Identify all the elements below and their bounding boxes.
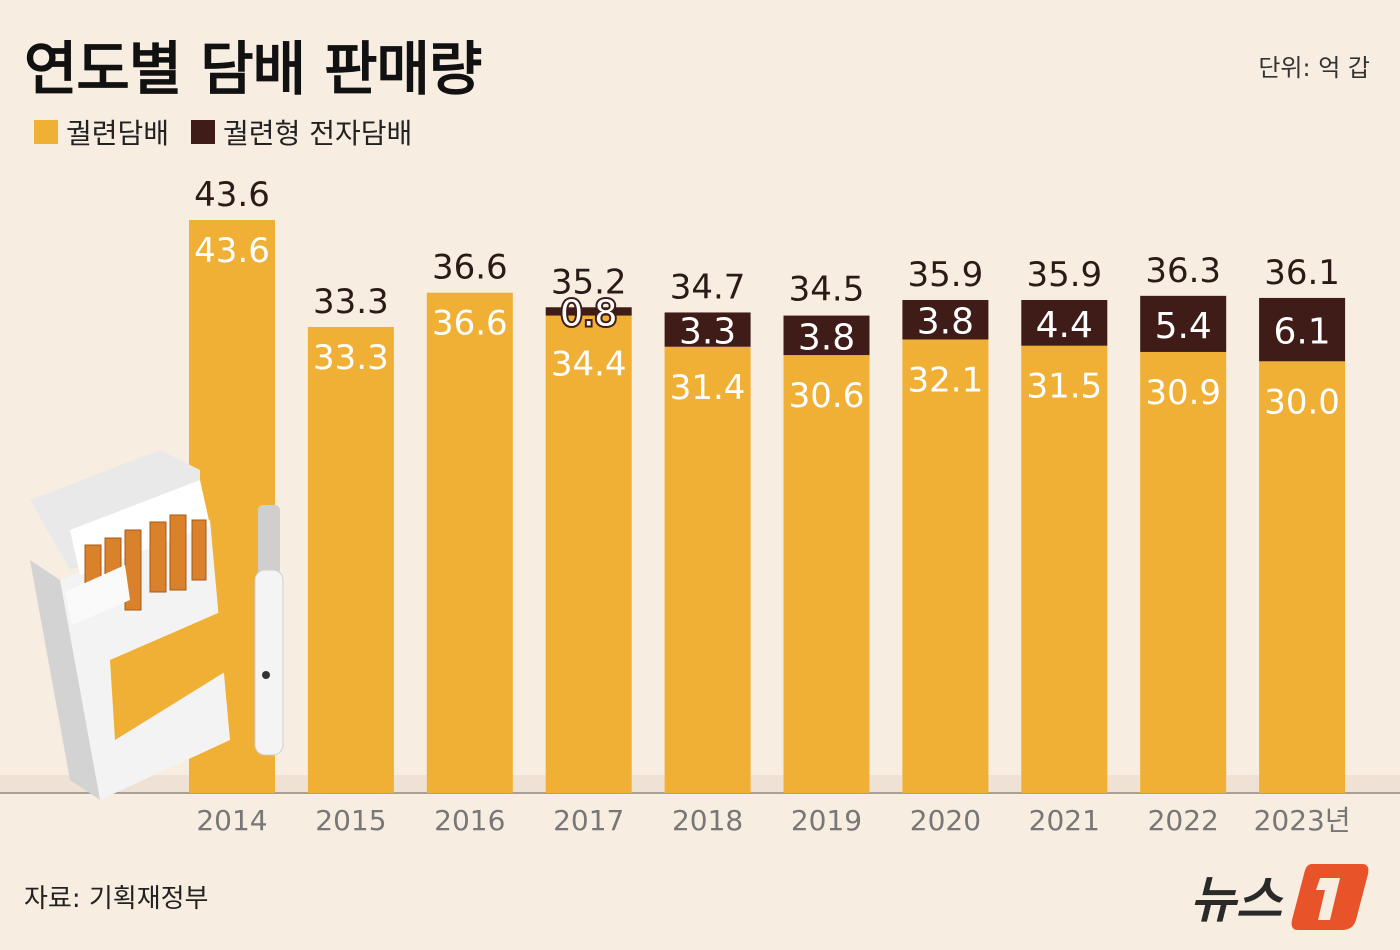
data-label-total: 43.6 — [194, 175, 270, 215]
data-label-cigarette: 30.6 — [789, 376, 865, 416]
bar-cigarette — [1021, 345, 1108, 793]
bar-e-cigarette — [1259, 297, 1346, 362]
data-label-total: 35.2 — [551, 262, 627, 302]
bar-cigarette — [426, 292, 513, 793]
data-label-cigarette: 36.6 — [432, 304, 508, 344]
bar-cigarette — [307, 327, 394, 793]
bar-cigarette — [902, 339, 989, 793]
x-tick-label: 2015 — [315, 804, 386, 837]
data-label-cigarette: 30.0 — [1264, 382, 1340, 422]
x-tick-label: 2022 — [1148, 804, 1219, 837]
data-label-e-cigarette: 3.3 — [679, 312, 736, 353]
unit-label: 단위: 억 갑 — [1258, 54, 1370, 82]
legend: 궐련담배 궐련형 전자담배 — [34, 112, 434, 152]
x-tick-label: 2014 — [196, 804, 267, 837]
legend-swatch-cigarette — [34, 120, 58, 144]
data-label-total: 34.7 — [670, 267, 746, 307]
news1-logo: 뉴스 — [1190, 860, 1370, 932]
bar-cigarette — [545, 315, 632, 793]
data-label-cigarette: 32.1 — [908, 360, 984, 400]
data-label-total: 33.3 — [313, 282, 389, 322]
bar-e-cigarette — [1021, 299, 1108, 346]
data-label-cigarette: 31.5 — [1026, 367, 1102, 407]
data-label-e-cigarette: 5.4 — [1155, 306, 1212, 347]
bar-e-cigarette — [545, 307, 632, 316]
x-tick-label: 2018 — [672, 804, 743, 837]
data-label-total: 36.3 — [1145, 251, 1221, 291]
e-cigarette-device-illustration — [254, 505, 284, 756]
legend-swatch-e-cigarette — [191, 120, 216, 144]
x-tick-label: 2021 — [1029, 804, 1100, 837]
data-label-total: 34.5 — [789, 270, 865, 310]
logo-text: 뉴스 — [1190, 871, 1282, 929]
data-label-cigarette: 34.4 — [551, 345, 627, 385]
data-label-total: 36.6 — [432, 248, 508, 288]
bar-e-cigarette — [783, 315, 870, 356]
data-label-cigarette: 30.9 — [1145, 373, 1221, 413]
legend-label-cigarette: 궐련담배 — [66, 117, 170, 150]
source-note: 자료: 기획재정부 — [24, 884, 209, 914]
bar-cigarette — [1259, 361, 1346, 793]
bar-cigarette — [664, 346, 751, 793]
x-tick-label: 2017 — [553, 804, 624, 837]
data-label-e-cigarette: 0.8 — [560, 293, 617, 334]
data-label-total: 36.1 — [1264, 253, 1340, 293]
bar-cigarette — [1140, 351, 1227, 793]
data-label-total: 35.9 — [1026, 255, 1102, 295]
bar-e-cigarette — [1140, 295, 1227, 352]
cigarette-pack-illustration — [30, 450, 230, 800]
x-tick-label: 2016 — [434, 804, 505, 837]
data-label-e-cigarette: 3.8 — [917, 302, 974, 343]
legend-item-cigarette: 궐련담배 — [34, 112, 169, 152]
legend-label-e-cigarette: 궐련형 전자담배 — [223, 117, 413, 150]
bar-e-cigarette — [902, 299, 989, 340]
data-label-e-cigarette: 4.4 — [1036, 305, 1093, 346]
chart-title: 연도별 담배 판매량 — [24, 35, 482, 103]
x-tick-label: 2019 — [791, 804, 862, 837]
logo-mark-icon — [1291, 864, 1369, 930]
x-tick-label: 2023년 — [1254, 804, 1351, 837]
data-label-cigarette: 33.3 — [313, 338, 389, 378]
data-label-cigarette: 31.4 — [670, 368, 746, 408]
bar-e-cigarette — [664, 312, 751, 347]
data-label-e-cigarette: 3.8 — [798, 317, 855, 358]
bar-cigarette — [783, 355, 870, 793]
data-label-total: 35.9 — [908, 255, 984, 295]
data-label-e-cigarette: 6.1 — [1273, 312, 1330, 353]
data-label-cigarette: 43.6 — [194, 231, 270, 271]
x-tick-label: 2020 — [910, 804, 981, 837]
legend-item-e-cigarette: 궐련형 전자담배 — [191, 112, 412, 152]
